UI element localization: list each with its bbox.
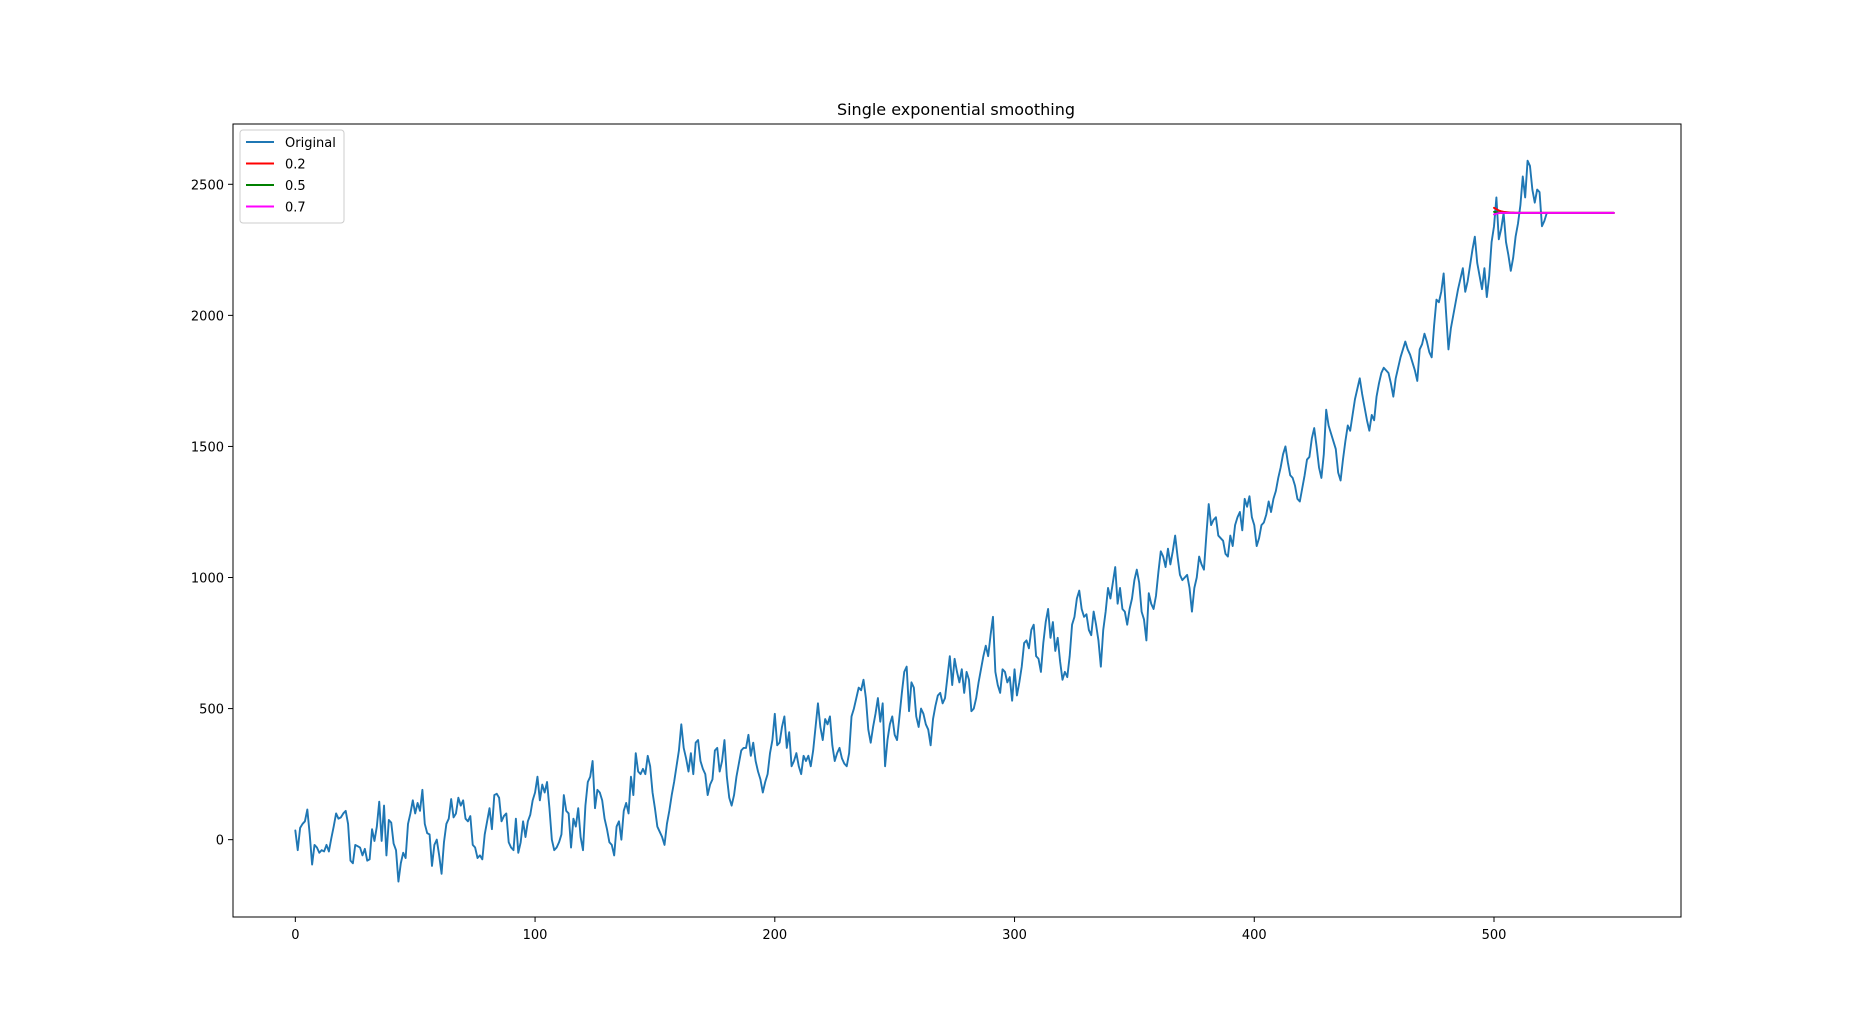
legend: Original 0.2 0.5 0.7	[239, 129, 345, 224]
y-tick-label: 0	[216, 834, 224, 849]
legend-label: 0.7	[285, 201, 306, 216]
legend-label: Original	[285, 136, 336, 151]
axes: 0 100 200 300 400 500 0 500 1000 1500 2000 2500	[191, 123, 1682, 943]
x-tick-label: 200	[762, 928, 787, 943]
chart-title: Single exponential smoothing	[837, 100, 1075, 119]
series-lines	[294, 159, 1615, 883]
y-tick-label: 1500	[191, 440, 224, 455]
x-tick-label: 100	[523, 928, 548, 943]
legend-label: 0.2	[285, 158, 306, 173]
x-tick-label: 400	[1242, 928, 1267, 943]
legend-label: 0.5	[285, 179, 306, 194]
y-tick-label: 500	[199, 703, 224, 718]
x-tick-label: 500	[1482, 928, 1507, 943]
x-tick-label: 300	[1002, 928, 1027, 943]
series-line-original	[294, 159, 1548, 883]
y-tick-label: 2000	[191, 309, 224, 324]
y-tick-label: 1000	[191, 572, 224, 587]
legend-box	[239, 129, 345, 224]
plot-area	[294, 159, 1615, 883]
series-line-0-7	[1493, 211, 1615, 216]
x-tick-label: 0	[291, 928, 299, 943]
axes-frame	[232, 123, 1682, 918]
y-tick-label: 2500	[191, 178, 224, 193]
